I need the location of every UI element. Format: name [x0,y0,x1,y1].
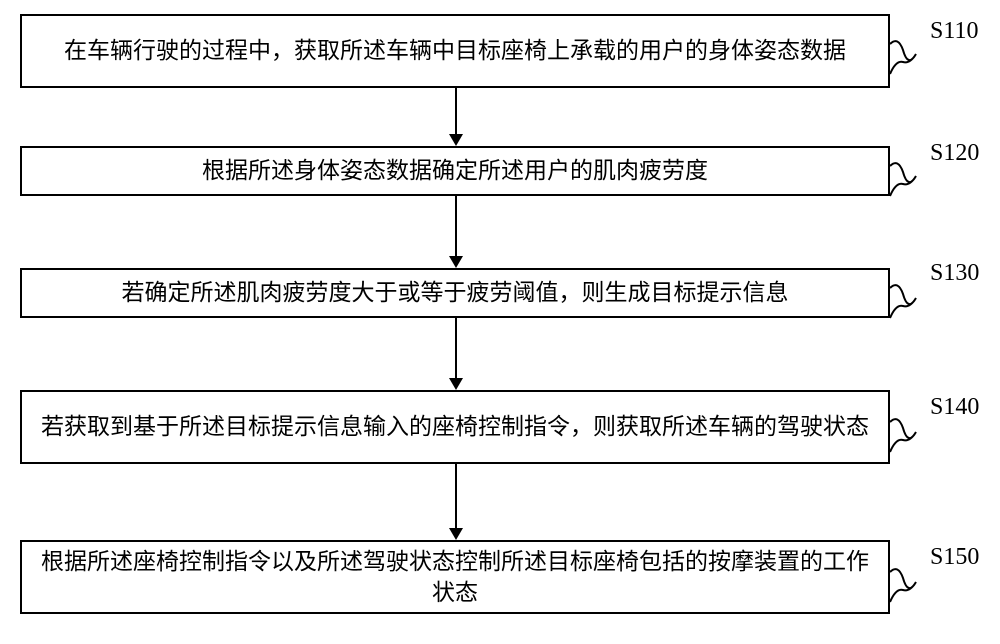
arrow-head-3 [449,378,463,390]
arrow-head-1 [449,134,463,146]
flow-step-S110: 在车辆行驶的过程中，获取所述车辆中目标座椅上承载的用户的身体姿态数据 [20,14,890,88]
flow-step-S140: 若获取到基于所述目标提示信息输入的座椅控制指令，则获取所述车辆的驾驶状态 [20,390,890,464]
flow-step-S150: 根据所述座椅控制指令以及所述驾驶状态控制所述目标座椅包括的按摩装置的工作状态 [20,540,890,614]
connector-squiggle [888,40,918,76]
arrow-line-1 [455,88,457,134]
connector-squiggle [888,568,918,604]
flowchart-canvas: 在车辆行驶的过程中，获取所述车辆中目标座椅上承载的用户的身体姿态数据 S110 根据… [0,0,1000,644]
connector-squiggle [888,162,918,198]
arrow-head-2 [449,256,463,268]
step-label-S110: S110 [930,18,978,45]
arrow-head-4 [449,528,463,540]
flow-step-S130: 若确定所述肌肉疲劳度大于或等于疲劳阈值，则生成目标提示信息 [20,268,890,318]
connector-squiggle [888,418,918,454]
step-label-S120: S120 [930,140,979,167]
connector-squiggle [888,284,918,320]
arrow-line-3 [455,318,457,378]
step-label-S130: S130 [930,260,979,287]
arrow-line-2 [455,196,457,256]
step-label-S150: S150 [930,544,979,571]
flow-step-S120: 根据所述身体姿态数据确定所述用户的肌肉疲劳度 [20,146,890,196]
arrow-line-4 [455,464,457,528]
step-label-S140: S140 [930,394,979,421]
